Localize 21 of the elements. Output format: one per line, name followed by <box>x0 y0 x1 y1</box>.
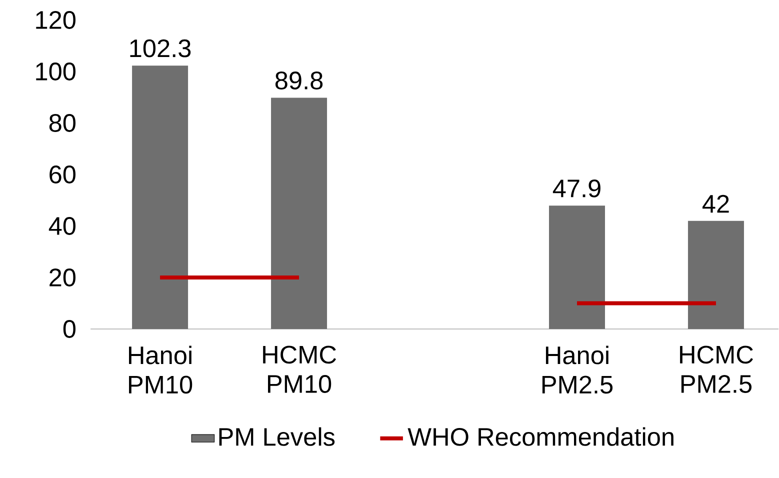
legend-label: WHO Recommendation <box>408 427 674 446</box>
bar <box>688 220 744 329</box>
bar <box>548 206 605 329</box>
x-tick-label: Hanoi PM10 <box>129 346 192 394</box>
bar <box>132 66 188 329</box>
y-tick-label: 80 <box>49 114 76 132</box>
y-tick-label: 60 <box>50 166 76 184</box>
bar <box>271 98 328 329</box>
x-tick-label: HCMC PM10 <box>263 346 336 393</box>
data-label: 102.3 <box>130 39 191 58</box>
data-label: 42 <box>702 194 729 213</box>
y-tick-label: 40 <box>48 217 76 235</box>
y-tick-label: 120 <box>36 11 76 29</box>
legend-label: PM Levels <box>219 427 335 446</box>
data-label: 47.9 <box>552 179 600 198</box>
y-tick-label: 0 <box>63 320 76 338</box>
y-tick-label: 20 <box>50 268 76 286</box>
data-label: 89.8 <box>275 72 323 90</box>
x-tick-label: HCMC PM2.5 <box>680 346 753 393</box>
y-tick-label: 100 <box>36 62 76 80</box>
x-tick-label: Hanoi PM2.5 <box>542 346 613 394</box>
